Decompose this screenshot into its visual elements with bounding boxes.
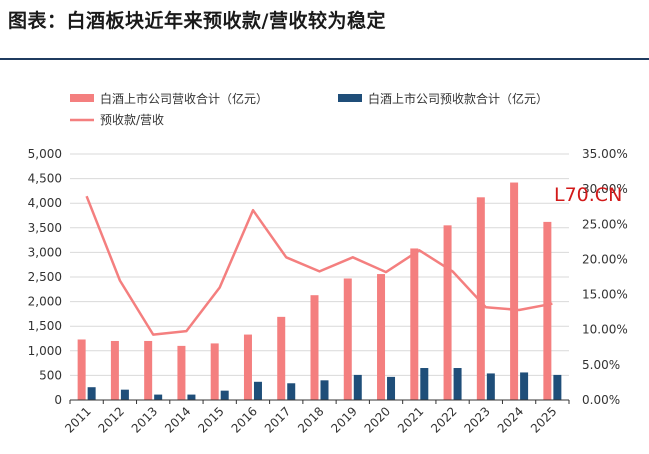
right-tick-label: 0.00% [582, 393, 620, 407]
right-tick-label: 35.00% [582, 147, 628, 161]
right-tick-label: 25.00% [582, 217, 628, 231]
bar-prepaid [320, 380, 329, 400]
bar-prepaid [220, 390, 229, 400]
left-tick-label: 4,500 [28, 172, 62, 186]
bar-prepaid [253, 381, 262, 400]
x-tick-label: 2012 [96, 404, 127, 435]
bar-revenue [144, 340, 153, 400]
bar-prepaid [553, 374, 562, 400]
x-axis: 2011 2012 2013 2014 2015 2016 2017 2018 2019 2020… [62, 400, 570, 436]
title-divider [0, 58, 649, 60]
left-tick-label: 3,500 [28, 221, 62, 235]
legend-label-ratio: 预收款/营收 [100, 113, 164, 127]
bar-revenue [310, 295, 319, 400]
bar-prepaid [520, 372, 529, 400]
x-tick-label: 2015 [195, 404, 226, 435]
ratio-series [85, 195, 553, 336]
left-tick-label: 2,500 [28, 270, 62, 284]
bar-revenue [377, 274, 386, 400]
bar-revenue [177, 345, 186, 400]
legend-swatch-prepaid [338, 94, 362, 102]
x-tick-label: 2019 [328, 404, 359, 435]
bar-revenue [410, 248, 419, 400]
left-tick-label: 500 [39, 368, 62, 382]
right-tick-label: 20.00% [582, 252, 628, 266]
watermark: L70.CN [554, 184, 623, 206]
x-tick-label: 2020 [362, 404, 393, 435]
legend: 白酒上市公司营收合计（亿元） 白酒上市公司预收款合计（亿元） 预收款/营收 [70, 91, 548, 127]
bar-prepaid [453, 368, 462, 400]
x-tick-label: 2021 [395, 404, 426, 435]
bar-prepaid [387, 376, 396, 400]
right-tick-label: 10.00% [582, 323, 628, 337]
chart-title: 图表：白酒板块近年来预收款/营收较为稳定 [8, 10, 386, 32]
bar-revenue [243, 334, 252, 400]
left-tick-label: 4,000 [28, 196, 62, 210]
left-tick-label: 0 [54, 393, 62, 407]
bars [77, 182, 562, 400]
left-tick-label: 1,500 [28, 319, 62, 333]
bar-prepaid [120, 389, 129, 400]
x-tick-label: 2022 [428, 404, 459, 435]
left-tick-label: 5,000 [28, 147, 62, 161]
x-tick-label: 2013 [129, 404, 160, 435]
gridlines [70, 153, 569, 376]
right-tick-label: 15.00% [582, 288, 628, 302]
x-tick-label: 2016 [229, 404, 260, 435]
x-tick-label: 2023 [461, 404, 492, 435]
bar-prepaid [486, 373, 495, 400]
legend-label-revenue: 白酒上市公司营收合计（亿元） [100, 91, 268, 106]
bar-revenue [343, 278, 352, 400]
x-tick-label: 2018 [295, 404, 326, 435]
bar-revenue [277, 316, 286, 400]
right-tick-label: 5.00% [582, 358, 620, 372]
bar-prepaid [420, 368, 429, 400]
bar-prepaid [154, 394, 163, 400]
x-tick-label: 2017 [262, 404, 293, 435]
bar-revenue [510, 182, 519, 400]
bar-revenue [77, 339, 86, 400]
bar-revenue [476, 197, 485, 400]
x-tick-label: 2025 [528, 404, 559, 435]
left-tick-label: 3,000 [28, 245, 62, 259]
bar-prepaid [287, 383, 296, 400]
x-tick-label: 2011 [62, 404, 93, 435]
bar-revenue [543, 221, 552, 400]
right-tick-label: 30.00% [582, 182, 628, 196]
left-axis: 0 500 1,000 1,500 2,000 2,500 3,000 3,500 4,000 4… [28, 147, 62, 407]
bar-revenue [210, 343, 219, 400]
legend-label-prepaid: 白酒上市公司预收款合计（亿元） [368, 91, 548, 106]
ratio-line [85, 195, 553, 336]
legend-swatch-revenue [70, 94, 94, 102]
bar-prepaid [187, 394, 196, 400]
bar-prepaid [87, 387, 96, 400]
bar-revenue [443, 225, 452, 400]
right-axis: 0.00% 5.00% 10.00% 15.00% 20.00% 25.00% 30.00%… [582, 147, 628, 407]
x-tick-label: 2024 [495, 404, 526, 435]
bar-revenue [110, 340, 119, 400]
x-tick-label: 2014 [162, 404, 193, 435]
left-tick-label: 2,000 [28, 295, 62, 309]
bar-prepaid [353, 374, 362, 400]
left-tick-label: 1,000 [28, 344, 62, 358]
